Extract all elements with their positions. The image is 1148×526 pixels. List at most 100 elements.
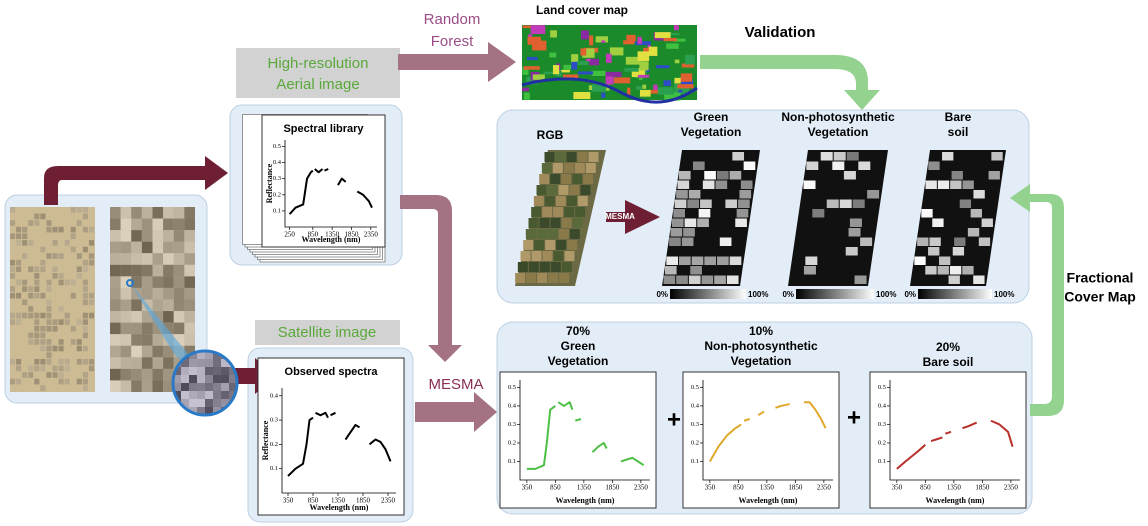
aerial-pixel — [121, 265, 132, 277]
aerial-pixel — [184, 219, 195, 231]
zoom-pixel — [189, 367, 197, 375]
rgb-field — [573, 218, 583, 228]
map-pixel — [690, 266, 702, 275]
aerial-pixel — [53, 253, 58, 259]
aerial-pixel — [53, 227, 58, 233]
aerial-pixel — [28, 372, 33, 378]
aerial-pixel — [131, 207, 142, 219]
map-pixel — [917, 238, 928, 247]
aerial-pixel — [121, 357, 132, 369]
aerial-pixel — [89, 359, 94, 365]
rgb-field — [553, 251, 563, 261]
aerial-pixel — [153, 300, 164, 312]
aerial-pixel — [83, 280, 88, 286]
image-patch — [681, 73, 692, 81]
map-pixel — [720, 238, 732, 247]
aerial-pixel — [16, 233, 21, 239]
aerial-pixel — [40, 293, 45, 299]
map-pixel — [973, 276, 984, 285]
map-pixel — [689, 276, 701, 285]
image-patch — [527, 37, 541, 45]
map-pixel — [834, 152, 846, 161]
zoom-pixel — [213, 383, 221, 391]
x-tick-label: 250 — [284, 231, 295, 239]
fraction-title: 10% — [749, 324, 773, 338]
aerial-pixel — [163, 253, 174, 265]
fraction-title: Vegetation — [548, 354, 609, 368]
x-tick-label: 350 — [283, 497, 294, 505]
aerial-pixel — [46, 300, 51, 306]
aerial-pixel — [174, 288, 185, 300]
aerial-pixel — [34, 339, 39, 345]
aerial-pixel — [89, 240, 94, 246]
map-pixel — [666, 257, 678, 266]
aerial-pixel — [59, 339, 64, 345]
map-pixel — [949, 276, 960, 285]
map-pixel — [806, 162, 818, 171]
aerial-pixel — [28, 266, 33, 272]
map-pixel — [672, 219, 684, 228]
image-patch — [640, 90, 651, 97]
fraction-title: Green — [561, 339, 596, 353]
zoom-pixel — [189, 375, 197, 383]
map-pixel — [665, 266, 677, 275]
zoom-pixel — [213, 367, 221, 375]
image-patch — [605, 72, 621, 77]
aerial-pixel — [110, 219, 121, 231]
map-pixel — [929, 238, 940, 247]
aerial-pixel — [10, 313, 15, 319]
image-patch — [663, 80, 670, 86]
zoom-pixel — [205, 383, 213, 391]
image-patch — [550, 30, 557, 37]
aerial-pixel — [22, 372, 27, 378]
map-pixel — [812, 209, 824, 218]
x-tick-label: 2350 — [381, 497, 396, 505]
y-tick-label: 0.5 — [508, 384, 516, 391]
aerial-pixel — [110, 323, 121, 335]
aerial-pixel — [40, 326, 45, 332]
map-title: Vegetation — [681, 125, 742, 139]
aerial-pixel — [121, 207, 132, 219]
map-pixel — [853, 200, 865, 209]
colorbar-label: 100% — [876, 290, 896, 299]
rgb-field — [562, 262, 572, 272]
zoom-pixel — [213, 399, 221, 407]
y-tick-label: 0.3 — [508, 421, 516, 428]
map-pixel — [832, 162, 844, 171]
rgb-field — [559, 229, 569, 239]
y-tick-label: 0.2 — [878, 439, 886, 446]
rgb-field — [570, 229, 580, 239]
zoom-pixel — [181, 383, 189, 391]
aerial-pixel — [65, 379, 70, 385]
zoom-pixel — [205, 391, 213, 399]
aerial-pixel — [184, 276, 195, 288]
aerial-pixel — [174, 219, 185, 231]
rgb-field — [567, 152, 577, 162]
aerial-pixel — [89, 293, 94, 299]
colorbar — [918, 289, 992, 299]
y-axis-label: Reflectance — [265, 163, 274, 203]
rgb-field — [529, 262, 539, 272]
aerial-pixel — [10, 220, 15, 226]
rgb-field — [534, 240, 544, 250]
image-patch — [578, 71, 593, 74]
map-pixel — [952, 171, 963, 180]
aerial-pixel — [121, 369, 132, 381]
aerial-pixel — [16, 227, 21, 233]
aerial-pixel — [28, 366, 33, 372]
image-patch — [639, 61, 648, 70]
aerial-pixel — [65, 313, 70, 319]
aerial-pixel — [110, 369, 121, 381]
rgb-field — [551, 218, 561, 228]
zoom-pixel — [221, 375, 229, 383]
aerial-pixel — [16, 319, 21, 325]
map-pixel — [716, 181, 728, 190]
y-tick-label: 0.4 — [508, 402, 517, 409]
aerial-pixel — [83, 385, 88, 391]
zoom-pixel — [205, 367, 213, 375]
image-patch — [664, 38, 677, 41]
aerial-pixel — [16, 240, 21, 246]
map-pixel — [805, 257, 817, 266]
aerial-pixel — [46, 227, 51, 233]
aerial-pixel — [22, 300, 27, 306]
